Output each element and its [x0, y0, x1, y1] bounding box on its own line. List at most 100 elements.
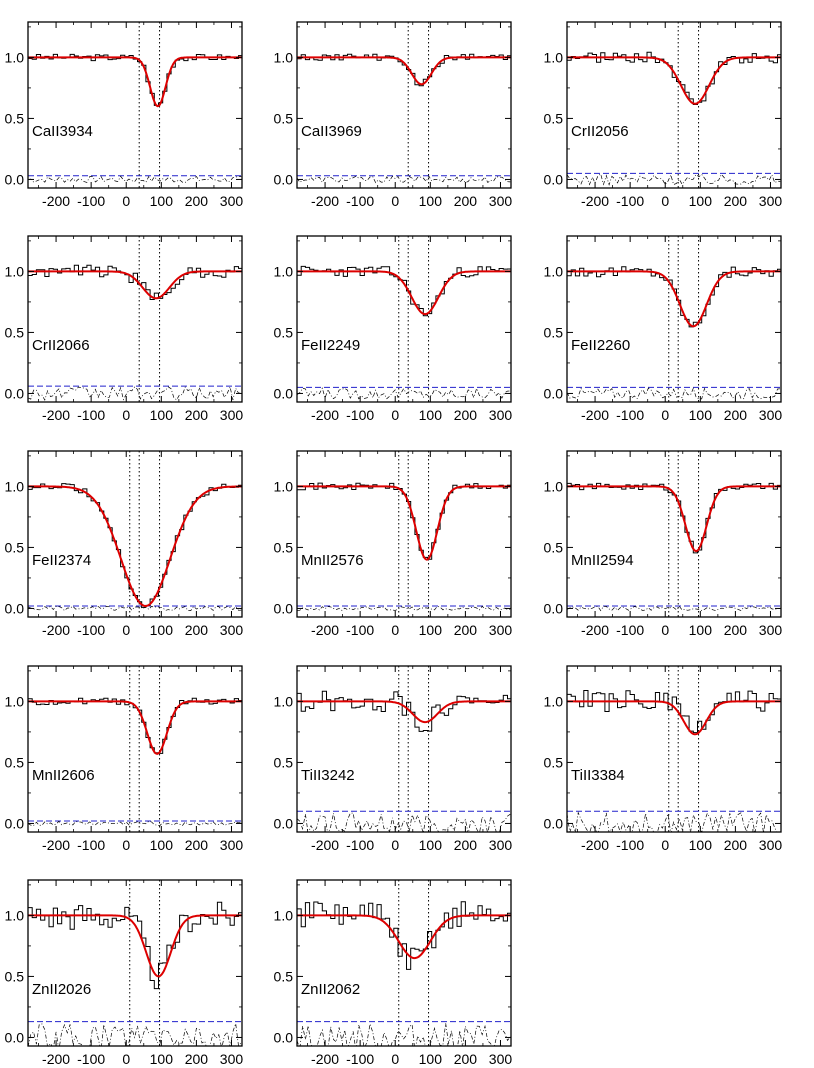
- y-tick-label: 0.5: [274, 968, 294, 984]
- y-tick-label: 0.5: [274, 754, 294, 770]
- y-tick-label: 0.5: [274, 539, 294, 555]
- residual-spectrum: [297, 175, 511, 184]
- x-tick-label: 0: [391, 407, 399, 423]
- x-tick-label: -100: [346, 1051, 374, 1067]
- x-tick-label: 0: [122, 407, 130, 423]
- x-tick-label: 300: [489, 1051, 513, 1067]
- axes-frame: [566, 665, 782, 833]
- residual-spectrum: [567, 173, 781, 186]
- x-tick-label: 0: [391, 837, 399, 853]
- observed-spectrum: [28, 901, 242, 990]
- observed-spectrum: [28, 53, 242, 106]
- x-tick-label: 300: [759, 193, 783, 209]
- x-tick-label: 200: [185, 193, 209, 209]
- panel-label: ZnII2026: [32, 981, 91, 998]
- y-tick-label: 0.5: [5, 539, 25, 555]
- panel-label: CaII3969: [301, 123, 362, 140]
- panel-tiii3242: -200 -100 0 100 200 300 0.0 0.5 1.0 TiII3242: [274, 665, 513, 853]
- x-tick-label: -100: [77, 407, 105, 423]
- x-tick-label: -100: [346, 193, 374, 209]
- axes-frame: [296, 450, 512, 618]
- x-tick-label: 100: [689, 837, 713, 853]
- observed-spectrum: [297, 690, 511, 732]
- x-tick-label: -200: [581, 622, 609, 638]
- x-tick-label: 0: [122, 193, 130, 209]
- x-tick-label: 0: [122, 1051, 130, 1067]
- panel-label: FeII2260: [571, 337, 630, 354]
- model-fit: [297, 56, 511, 86]
- x-tick-label: 200: [454, 1051, 478, 1067]
- x-tick-label: 0: [391, 622, 399, 638]
- x-tick-label: 100: [150, 837, 174, 853]
- x-tick-label: 200: [724, 837, 748, 853]
- x-tick-label: 100: [150, 1051, 174, 1067]
- x-tick-label: 100: [419, 837, 443, 853]
- y-tick-label: 1.0: [544, 693, 564, 709]
- model-fit: [28, 914, 242, 978]
- x-tick-label: -200: [42, 1051, 70, 1067]
- x-tick-label: 300: [489, 837, 513, 853]
- x-tick-label: -200: [581, 407, 609, 423]
- x-tick-label: -100: [616, 193, 644, 209]
- y-tick-label: 1.0: [5, 478, 25, 494]
- x-tick-label: 200: [185, 1051, 209, 1067]
- model-fit: [567, 485, 781, 553]
- residual-spectrum: [297, 387, 511, 400]
- panel-mnii2606: -200 -100 0 100 200 300 0.0 0.5 1.0 MnII2606: [5, 665, 243, 853]
- observed-spectrum: [297, 901, 511, 970]
- axes-frame: [566, 21, 782, 189]
- y-tick-label: 0.0: [274, 815, 294, 831]
- residual-spectrum: [28, 820, 242, 827]
- panel-caii3934: -200 -100 0 100 200 300 0.0 0.5 1.0 CaII3934: [5, 21, 244, 209]
- y-tick-label: 1.0: [544, 478, 564, 494]
- model-fit: [28, 485, 242, 607]
- y-tick-label: 1.0: [544, 263, 564, 279]
- x-tick-label: 200: [185, 407, 209, 423]
- panel-mnii2576: -200 -100 0 100 200 300 0.0 0.5 1.0 MnII2576: [274, 450, 512, 638]
- axes-frame: [296, 665, 512, 833]
- panel-znii2062: -200 -100 0 100 200 300 0.0 0.5 1.0 ZnII2062: [274, 879, 513, 1067]
- x-tick-label: 0: [122, 622, 130, 638]
- x-tick-label: 300: [489, 193, 513, 209]
- x-tick-label: 100: [689, 407, 713, 423]
- x-tick-label: 100: [419, 1051, 443, 1067]
- x-tick-label: -200: [311, 193, 339, 209]
- axes-frame: [566, 235, 782, 403]
- x-tick-label: 0: [391, 1051, 399, 1067]
- residual-spectrum: [297, 812, 511, 832]
- x-tick-label: 0: [661, 407, 669, 423]
- model-fit: [567, 270, 781, 328]
- x-tick-label: 300: [220, 622, 244, 638]
- y-tick-label: 1.0: [544, 49, 564, 65]
- y-tick-label: 0.0: [544, 385, 564, 401]
- residual-spectrum: [567, 811, 781, 832]
- x-tick-label: -100: [346, 837, 374, 853]
- y-tick-label: 0.5: [274, 110, 294, 126]
- x-tick-label: 0: [122, 837, 130, 853]
- y-tick-label: 0.5: [544, 539, 564, 555]
- x-tick-label: 200: [454, 193, 478, 209]
- x-tick-label: 300: [220, 193, 244, 209]
- model-fit: [28, 270, 242, 300]
- x-tick-label: 300: [489, 407, 513, 423]
- y-tick-label: 0.0: [5, 600, 25, 616]
- y-tick-label: 0.0: [5, 815, 25, 831]
- y-tick-label: 0.0: [544, 815, 564, 831]
- x-tick-label: 200: [454, 622, 478, 638]
- panel-znii2026: -200 -100 0 100 200 300 0.0 0.5 1.0 ZnII2026: [5, 879, 243, 1067]
- x-tick-label: -200: [311, 837, 339, 853]
- x-tick-label: 100: [419, 407, 443, 423]
- panel-label: MnII2594: [571, 552, 634, 569]
- y-tick-label: 0.5: [544, 110, 564, 126]
- x-tick-label: 100: [419, 622, 443, 638]
- y-tick-label: 0.0: [544, 600, 564, 616]
- observed-spectrum: [567, 690, 781, 734]
- y-tick-label: 1.0: [274, 49, 294, 65]
- y-tick-label: 1.0: [5, 49, 25, 65]
- axes-frame: [27, 665, 243, 833]
- observed-spectrum: [297, 265, 511, 317]
- panel-feii2260: -200 -100 0 100 200 300 0.0 0.5 1.0 FeII2260: [544, 235, 782, 423]
- y-tick-label: 0.5: [5, 324, 25, 340]
- x-tick-label: -100: [77, 1051, 105, 1067]
- axes-frame: [27, 450, 243, 618]
